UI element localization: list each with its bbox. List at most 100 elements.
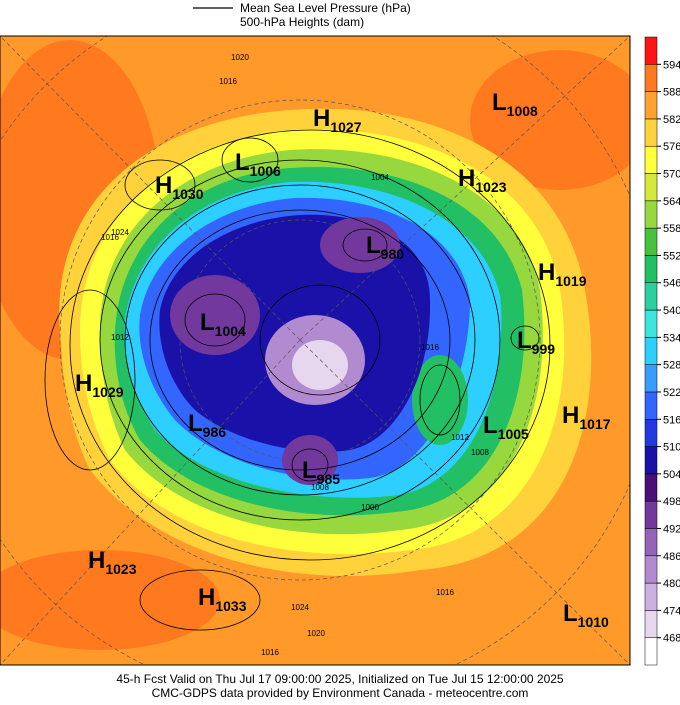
map-frame <box>0 35 631 666</box>
field-492 <box>282 435 338 485</box>
center-value: 1017 <box>579 416 610 432</box>
colorbar-label: 588 <box>663 87 680 99</box>
center-value: 980 <box>381 246 405 262</box>
colorbar-label: 594 <box>663 59 680 71</box>
isobar-label: 1020 <box>231 53 249 62</box>
colorbar-label: 522 <box>663 387 680 399</box>
colorbar-box <box>644 582 658 611</box>
colorbar-label: 492 <box>663 523 680 535</box>
center-value: 1023 <box>105 561 136 577</box>
field-warm <box>0 550 220 650</box>
colorbar-label: 564 <box>663 196 680 208</box>
colorbar-box <box>644 145 658 174</box>
colorbar-box <box>644 337 658 365</box>
center-type: L <box>302 457 317 484</box>
colorbar: 468 474 480 486 492 498 504 510 516 522 528 534 540 5… <box>644 36 680 666</box>
colorbar-box <box>644 364 658 393</box>
center-value: 1005 <box>498 426 529 442</box>
pressure-center: H1027 <box>313 105 362 135</box>
isobars <box>44 129 551 631</box>
pressure-center: H1023 <box>88 547 137 577</box>
colorbar-label: 510 <box>663 442 680 454</box>
center-value: 985 <box>317 471 341 487</box>
pressure-center: L986 <box>188 410 226 440</box>
center-value: 999 <box>532 341 556 357</box>
center-value: 1029 <box>92 384 123 400</box>
pressure-center: L1010 <box>563 600 609 630</box>
pressure-center: H1017 <box>562 402 611 432</box>
colorbar-box <box>644 391 658 420</box>
center-type: L <box>517 327 532 354</box>
center-type: H <box>538 259 555 286</box>
colorbar-box <box>644 118 658 147</box>
colorbar-label: 498 <box>663 496 680 508</box>
colorbar-box <box>644 610 658 638</box>
field-552 <box>412 355 468 445</box>
pressure-center: L1004 <box>200 309 246 339</box>
colorbar-box <box>644 173 658 202</box>
center-type: L <box>200 309 215 336</box>
pressure-center: L1008 <box>492 89 538 119</box>
center-type: H <box>155 172 172 199</box>
center-value: 986 <box>203 424 227 440</box>
colorbar-label: 468 <box>663 633 680 645</box>
colorbar-label: 582 <box>663 114 680 126</box>
colorbar-box <box>644 64 658 92</box>
center-value: 1019 <box>555 273 586 289</box>
center-value: 1023 <box>475 179 506 195</box>
center-type: H <box>88 547 105 574</box>
colorbar-label: 474 <box>663 605 680 617</box>
isobar-label: 1016 <box>101 233 119 242</box>
colorbar-box <box>644 528 658 557</box>
center-value: 1033 <box>215 598 246 614</box>
field-492 <box>320 217 400 273</box>
colorbar-box <box>644 500 658 529</box>
isobar-label: 1000 <box>361 503 379 512</box>
pressure-center: H1033 <box>198 584 247 614</box>
center-type: H <box>198 584 215 611</box>
field-468 <box>292 340 348 390</box>
pressure-center: L1006 <box>235 149 281 179</box>
colorbar-label: 486 <box>663 551 680 563</box>
center-type: L <box>563 600 578 627</box>
center-value: 1004 <box>215 323 246 339</box>
center-type: H <box>75 370 92 397</box>
center-type: L <box>492 89 507 116</box>
colorbar-box <box>644 637 658 666</box>
colorbar-box <box>644 555 658 584</box>
center-value: 1010 <box>578 614 609 630</box>
colorbar-box <box>644 446 658 475</box>
center-value: 1008 <box>507 103 538 119</box>
colorbar-label: 540 <box>663 305 680 317</box>
labels: H1027L1006H1030H1023L1008H1019L999H1029L… <box>75 53 611 657</box>
footer-valid: 45-h Fcst Valid on Thu Jul 17 09:00:00 2… <box>116 672 564 686</box>
colorbar-label: 516 <box>663 414 680 426</box>
isobar-label: 1008 <box>471 448 489 457</box>
legend-heights: 500-hPa Heights (dam) <box>240 15 364 29</box>
field-warm <box>470 50 630 190</box>
colorbar-label: 552 <box>663 250 680 262</box>
colorbar-box <box>644 309 658 338</box>
pressure-center: L985 <box>302 457 340 487</box>
isobar-label: 1024 <box>291 603 309 612</box>
pressure-center: H1019 <box>538 259 587 289</box>
field-492 <box>170 275 260 355</box>
isobar-label: 1004 <box>371 173 389 182</box>
center-type: L <box>188 410 203 437</box>
center-type: L <box>235 149 250 176</box>
colorbar-box <box>644 282 658 311</box>
center-type: H <box>313 105 330 132</box>
isobar-label: 1016 <box>261 648 279 657</box>
center-value: 1006 <box>250 163 281 179</box>
pressure-center: L999 <box>517 327 555 357</box>
colorbar-box <box>644 473 658 502</box>
graticule <box>0 36 630 665</box>
isobar-label: 1024 <box>111 228 129 237</box>
colorbar-label: 546 <box>663 278 680 290</box>
pressure-center: L1005 <box>483 412 529 442</box>
isobar-label: 1012 <box>111 333 129 342</box>
isobar-label: 1016 <box>436 588 454 597</box>
colorbar-box <box>644 227 658 256</box>
legend-pressure: Mean Sea Level Pressure (hPa) <box>240 1 411 15</box>
